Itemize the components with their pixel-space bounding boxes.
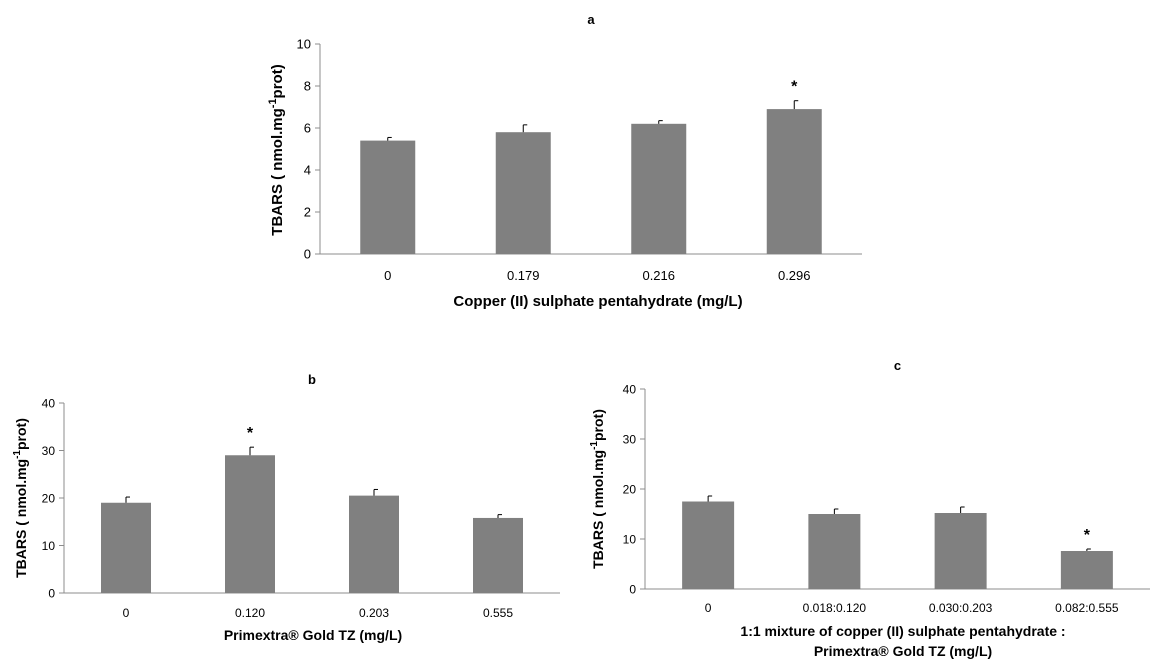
y-tick-label: 8 [304,79,311,94]
y-tick-label: 10 [623,533,637,547]
y-axis-label-tail: prot) [13,418,29,450]
x-axis-label: Primextra® Gold TZ (mg/L) [224,627,402,643]
chart-panel-b: b 0 10 20 30 40 0 * 0.120 0.203 0.555 Primextra® Go… [12,372,560,643]
chart-panel-c: c 0 10 20 30 40 0 0.018:0.120 0.030:0.203 * 0.082:… [589,358,1150,659]
bar [766,109,822,254]
significance-marker: * [247,425,254,442]
y-tick-label: 6 [304,121,311,136]
x-tick-label: 0 [705,601,712,615]
bar [473,517,523,593]
y-axis-label: TBARS ( nmol.mg-1prot) [12,418,29,578]
x-axis-label-line: Primextra® Gold TZ (mg/L) [814,643,992,659]
x-tick-label: 0 [384,268,391,283]
x-tick-label: 0.030:0.203 [929,601,993,615]
y-axis-label-main: TBARS ( nmol.mg [269,108,286,236]
y-tick-label: 0 [304,247,311,262]
y-axis-label-superscript: -1 [589,441,600,450]
y-tick-label: 4 [304,163,311,178]
x-tick-label: 0.082:0.555 [1055,601,1119,615]
bar [934,513,987,589]
x-axis-label: Copper (II) sulphate pentahydrate (mg/L) [453,293,742,310]
x-tick-label: 0.203 [359,606,389,620]
y-tick-label: 40 [42,397,56,411]
y-axis-label-tail: prot) [269,64,286,98]
chart-panel-a: a 0 2 4 6 8 10 0 0.179 0.216 * 0.296 Copper (II) sul… [267,12,862,310]
x-tick-label: 0.179 [507,268,540,283]
x-tick-label: 0 [123,606,130,620]
y-tick-label: 0 [48,587,55,601]
bar [631,123,687,254]
chart-title: b [308,372,316,387]
x-tick-label: 0.296 [778,268,811,283]
y-axis-label-tail: prot) [590,409,606,441]
y-tick-label: 10 [42,539,56,553]
y-tick-label: 30 [42,444,56,458]
bar [1060,551,1113,589]
y-axis-label-main: TBARS ( nmol.mg [590,450,606,569]
chart-title: c [894,358,901,373]
bar [225,455,275,593]
bar [349,495,399,593]
y-axis-label-main: TBARS ( nmol.mg [13,459,29,578]
x-tick-label: 0.555 [483,606,513,620]
y-axis-label-superscript: -1 [267,98,279,108]
significance-marker: * [1084,527,1091,544]
bar [360,140,416,254]
y-tick-label: 10 [297,37,311,52]
x-tick-label: 0.018:0.120 [803,601,867,615]
bar [808,514,861,589]
bar [101,502,151,593]
y-tick-label: 40 [623,383,637,397]
y-tick-label: 20 [623,483,637,497]
y-tick-label: 0 [629,583,636,597]
x-tick-label: 0.120 [235,606,265,620]
x-axis-label-line: 1:1 mixture of copper (II) sulphate pent… [740,623,1065,639]
y-axis-label-superscript: -1 [12,450,23,459]
y-tick-label: 30 [623,433,637,447]
y-tick-label: 20 [42,492,56,506]
chart-title: a [587,12,595,27]
significance-marker: * [791,79,798,96]
y-tick-label: 2 [304,205,311,220]
bar [495,132,551,254]
x-tick-label: 0.216 [642,268,675,283]
y-axis-label: TBARS ( nmol.mg-1prot) [267,64,286,235]
bar [682,501,735,589]
y-axis-label: TBARS ( nmol.mg-1prot) [589,409,606,569]
